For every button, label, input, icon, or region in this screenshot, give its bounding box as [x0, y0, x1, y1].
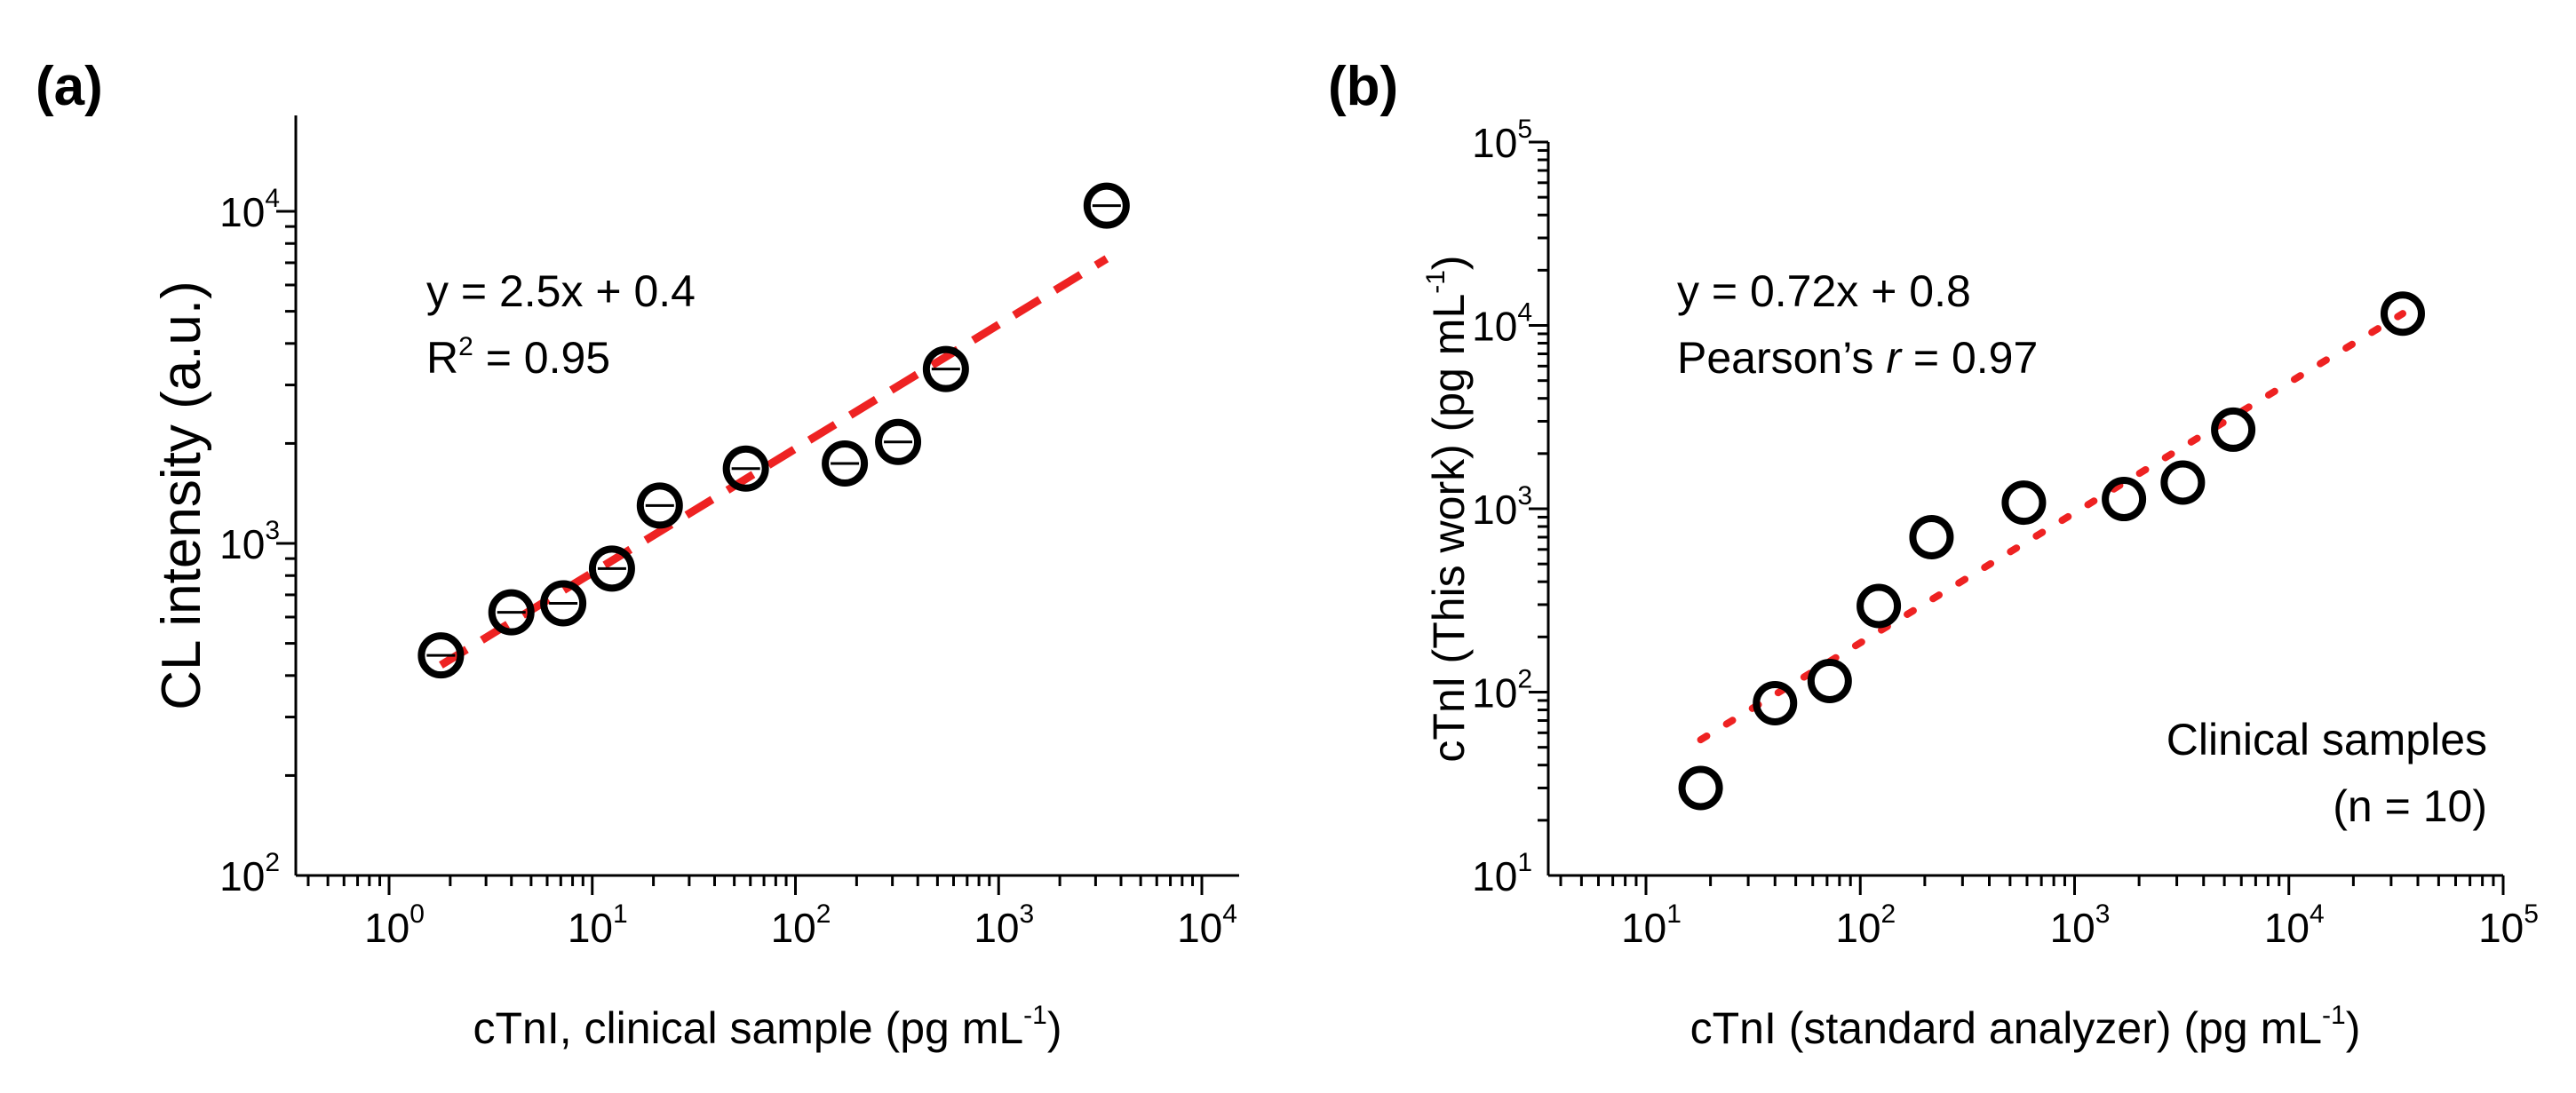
data-point-marker — [488, 589, 535, 636]
panel-a: (a) 100 101 102 103 104 102 103 104 cTnI… — [36, 56, 1239, 1053]
data-point-marker — [2001, 480, 2047, 526]
data-point-marker — [922, 345, 969, 392]
data-point-marker — [2102, 477, 2147, 522]
data-point-marker — [1083, 182, 1130, 229]
data-point — [1909, 514, 1954, 559]
panel-b: (b) 101 102 103 104 105 101 102 103 104 … — [1328, 56, 2539, 1053]
data-point-marker — [1807, 658, 1852, 703]
data-point — [822, 440, 869, 487]
data-point-marker — [722, 445, 769, 492]
panel-a-y-axis-title: CL intensity (a.u.) — [151, 281, 212, 710]
a-y-tick-label-1: 103 — [219, 516, 280, 567]
data-point — [1856, 583, 1902, 629]
data-point-marker — [1753, 680, 1798, 725]
data-point — [2380, 291, 2425, 337]
a-y-tick-label-2: 104 — [219, 184, 280, 235]
panel-a-label: (a) — [36, 56, 103, 117]
data-point-marker — [2380, 291, 2425, 337]
data-point-marker — [636, 482, 683, 529]
data-point-marker — [588, 545, 635, 592]
panel-a-r-squared: R2 = 0.95 — [426, 332, 610, 383]
data-point-marker — [1856, 583, 1902, 629]
b-y-tick-label-4: 105 — [1472, 115, 1532, 166]
a-x-tick-label-0: 100 — [364, 899, 425, 951]
panel-b-sample-note-line1: Clinical samples — [2167, 715, 2487, 764]
data-point — [1083, 182, 1130, 229]
panel-b-y-tick-labels: 101 102 103 104 105 — [1472, 115, 1532, 899]
panel-b-sample-note-line2: (n = 10) — [2333, 781, 2487, 831]
data-point — [588, 545, 635, 592]
panel-b-x-axis-title: cTnI (standard analyzer) (pg mL-1) — [1690, 1001, 2361, 1053]
data-point — [636, 482, 683, 529]
data-point-marker — [2160, 460, 2206, 505]
data-point — [2211, 407, 2256, 452]
panel-b-x-tick-labels: 101 102 103 104 105 — [1621, 899, 2539, 951]
b-y-tick-label-0: 101 — [1472, 848, 1532, 899]
data-point — [722, 445, 769, 492]
a-x-tick-label-4: 104 — [1177, 899, 1237, 951]
b-x-tick-label-4: 105 — [2478, 899, 2539, 951]
a-x-tick-label-2: 102 — [771, 899, 831, 951]
data-point — [2001, 480, 2047, 526]
data-point-marker — [1909, 514, 1954, 559]
data-point-marker — [417, 632, 465, 679]
panel-b-pearson-r: Pearson’s r = 0.97 — [1677, 333, 2038, 383]
data-point — [1807, 658, 1852, 703]
panel-b-data-points — [1678, 291, 2425, 811]
panel-a-data-points — [417, 182, 1130, 679]
b-x-tick-label-0: 101 — [1621, 899, 1682, 951]
panel-b-ticks — [1529, 140, 2505, 895]
data-point — [922, 345, 969, 392]
b-y-tick-label-3: 104 — [1472, 298, 1532, 350]
data-point — [2102, 477, 2147, 522]
a-x-tick-label-3: 103 — [974, 899, 1034, 951]
data-point — [2160, 460, 2206, 505]
data-point — [417, 632, 465, 679]
data-point-marker — [875, 418, 922, 465]
panel-b-label: (b) — [1328, 56, 1398, 117]
a-y-tick-label-0: 102 — [219, 848, 280, 899]
data-point — [1753, 680, 1798, 725]
data-point — [488, 589, 535, 636]
b-y-tick-label-2: 103 — [1472, 481, 1532, 533]
data-point-marker — [1678, 765, 1723, 811]
data-point-marker — [2211, 407, 2256, 452]
panel-b-y-axis-title: cTnI (This work) (pg mL-1) — [1421, 255, 1474, 762]
b-x-tick-label-2: 103 — [2050, 899, 2111, 951]
b-y-tick-label-1: 102 — [1472, 665, 1532, 717]
panel-b-fit-equation: y = 0.72x + 0.8 — [1677, 266, 1971, 316]
panel-a-x-axis-title: cTnI, clinical sample (pg mL-1) — [473, 1001, 1062, 1053]
a-x-tick-label-1: 101 — [568, 899, 628, 951]
b-x-tick-label-3: 104 — [2264, 899, 2325, 951]
panel-a-fit-equation: y = 2.5x + 0.4 — [426, 266, 696, 316]
data-point — [875, 418, 922, 465]
b-x-tick-label-1: 102 — [1835, 899, 1896, 951]
panel-a-ticks — [276, 210, 1204, 895]
panel-a-y-tick-labels: 102 103 104 — [219, 184, 280, 899]
panel-a-fit-line — [439, 255, 1109, 669]
data-point-marker — [540, 580, 587, 627]
data-point — [1678, 765, 1723, 811]
data-point-marker — [822, 440, 869, 487]
data-point — [540, 580, 587, 627]
panel-a-x-tick-labels: 100 101 102 103 104 — [364, 899, 1237, 951]
